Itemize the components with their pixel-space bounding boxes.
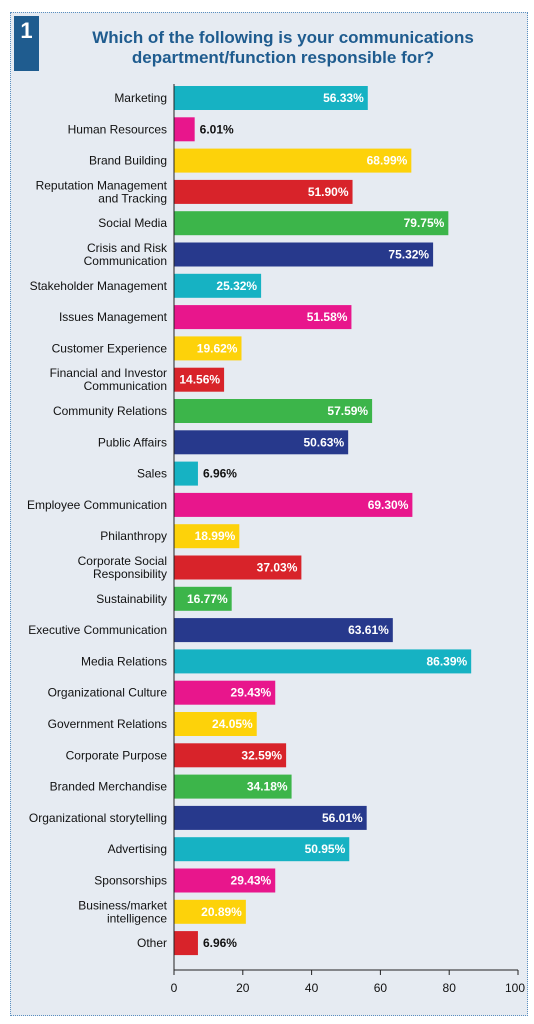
bar xyxy=(174,492,413,517)
bar xyxy=(174,899,246,924)
bar xyxy=(174,712,257,736)
x-tick-label: 40 xyxy=(305,981,319,995)
bar xyxy=(174,931,198,956)
bar-value-label: 68.99% xyxy=(367,154,408,168)
bar xyxy=(174,743,287,768)
bar xyxy=(174,868,276,893)
category-label: Media Relations xyxy=(81,654,167,668)
bar-value-label: 24.05% xyxy=(212,717,253,731)
category-label: Organizational Culture xyxy=(48,686,168,700)
category-label: Branded Merchandise xyxy=(50,780,168,794)
bar xyxy=(174,148,412,173)
bar-value-label: 50.95% xyxy=(305,842,346,856)
bar xyxy=(174,680,276,705)
category-label: Crisis and Risk Communication xyxy=(84,241,168,268)
bar xyxy=(174,805,367,830)
category-label: Business/market intelligence xyxy=(78,898,167,925)
category-label: Philanthropy xyxy=(100,529,167,543)
category-label: Financial and Investor Communication xyxy=(50,366,167,393)
category-label: Brand Building xyxy=(89,154,167,168)
category-label: Customer Experience xyxy=(52,341,168,355)
category-label: Organizational storytelling xyxy=(29,811,167,825)
bar xyxy=(174,336,242,361)
chart-title-line-2: department/function responsible for? xyxy=(131,48,435,67)
category-label: Sponsorships xyxy=(94,874,167,888)
bar-value-label: 34.18% xyxy=(247,780,288,794)
bar-value-label: 56.33% xyxy=(323,91,364,105)
bar-value-label: 18.99% xyxy=(195,529,236,543)
bar-value-label: 29.43% xyxy=(231,874,272,888)
bar xyxy=(174,399,373,423)
category-label: Other xyxy=(137,936,167,950)
category-label: Employee Communication xyxy=(27,498,167,512)
bar xyxy=(174,524,240,549)
chart-title: Which of the following is your communica… xyxy=(48,28,518,68)
bar xyxy=(174,586,232,611)
category-label: Corporate Purpose xyxy=(66,748,168,762)
category-label: Human Resources xyxy=(68,122,167,136)
bar xyxy=(174,618,393,643)
bar-value-label: 32.59% xyxy=(241,748,282,762)
bar xyxy=(174,837,350,862)
category-label: Sustainability xyxy=(96,592,167,606)
bar xyxy=(174,367,225,392)
bar-value-label: 86.39% xyxy=(426,654,467,668)
bar-value-label: 20.89% xyxy=(201,905,242,919)
bar-value-label: 6.96% xyxy=(203,936,237,950)
bar-value-label: 6.96% xyxy=(203,467,237,481)
category-label: Advertising xyxy=(108,842,167,856)
x-tick-label: 20 xyxy=(236,981,250,995)
category-label: Issues Management xyxy=(59,310,168,324)
category-label: Government Relations xyxy=(48,717,167,731)
bar-value-label: 25.32% xyxy=(216,279,257,293)
bar-value-label: 14.56% xyxy=(179,373,220,387)
bar xyxy=(174,273,262,298)
bar-value-label: 29.43% xyxy=(231,686,272,700)
bar xyxy=(174,774,292,799)
bar xyxy=(174,555,302,580)
bar xyxy=(174,242,434,267)
category-label: Marketing xyxy=(114,91,167,105)
x-tick-label: 100 xyxy=(505,981,525,995)
bar-value-label: 51.58% xyxy=(307,310,348,324)
bar-value-label: 51.90% xyxy=(308,185,349,199)
category-label: Stakeholder Management xyxy=(30,279,168,293)
bar-value-label: 57.59% xyxy=(327,404,368,418)
bar-value-label: 37.03% xyxy=(257,561,298,575)
bar-value-label: 79.75% xyxy=(404,216,445,230)
bar xyxy=(174,211,449,236)
category-label: Corporate Social Responsibility xyxy=(78,554,167,581)
category-label: Social Media xyxy=(98,216,167,230)
chart-title-line-1: Which of the following is your communica… xyxy=(92,28,474,47)
bar-value-label: 63.61% xyxy=(348,623,389,637)
bar-value-label: 56.01% xyxy=(322,811,363,825)
x-tick-label: 0 xyxy=(171,981,178,995)
bar xyxy=(174,305,352,330)
bar-value-label: 50.63% xyxy=(303,435,344,449)
bar-value-label: 6.01% xyxy=(200,122,234,136)
figure-number-badge: 1 xyxy=(14,16,39,71)
category-label: Community Relations xyxy=(53,404,167,418)
bar xyxy=(174,86,368,110)
x-tick-label: 80 xyxy=(443,981,457,995)
bar-value-label: 69.30% xyxy=(368,498,409,512)
category-label: Reputation Management and Tracking xyxy=(36,178,168,205)
category-label: Executive Communication xyxy=(28,623,167,637)
bar-value-label: 16.77% xyxy=(187,592,228,606)
bar xyxy=(174,430,349,455)
category-label: Sales xyxy=(137,467,167,481)
bar xyxy=(174,649,472,674)
x-tick-label: 60 xyxy=(374,981,388,995)
bar-value-label: 75.32% xyxy=(388,248,429,262)
bar xyxy=(174,117,195,142)
bar xyxy=(174,461,198,486)
bar-value-label: 19.62% xyxy=(197,341,238,355)
category-label: Public Affairs xyxy=(98,435,167,449)
bar xyxy=(174,179,353,204)
